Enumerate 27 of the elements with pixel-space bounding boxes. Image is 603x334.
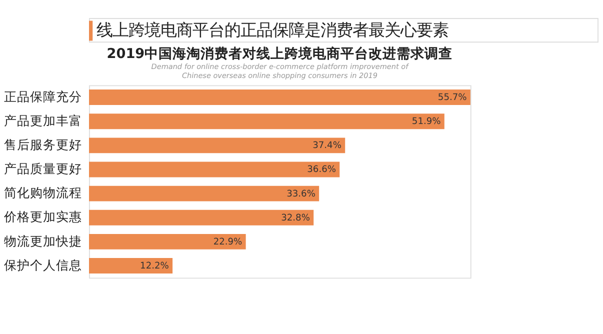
y-tick-label: 产品更加丰富 [4, 112, 82, 128]
bar [88, 258, 173, 274]
bar [88, 234, 246, 250]
data-label: 32.8% [281, 213, 310, 224]
bar [88, 210, 314, 226]
bar [88, 186, 320, 202]
data-label: 33.6% [286, 189, 316, 200]
data-label: 36.6% [307, 165, 336, 176]
y-tick-label: 保护个人信息 [4, 257, 82, 272]
bar [88, 138, 346, 154]
y-tick-label: 正品保障充分 [4, 88, 82, 104]
bar [88, 162, 340, 178]
data-label: 22.9% [213, 237, 243, 248]
chart-subtitle: 2019中国海淘消费者对线上跨境电商平台改进需求调查 [106, 45, 453, 62]
y-tick-label: 售后服务更好 [4, 137, 82, 152]
bar [88, 90, 470, 105]
data-label: 51.9% [412, 117, 442, 128]
y-tick-label: 价格更加实惠 [3, 209, 82, 224]
y-tick-label: 简化购物流程 [4, 185, 82, 200]
data-label: 55.7% [438, 93, 468, 104]
y-tick-label: 物流更加快捷 [4, 233, 82, 248]
text: Demand for online cross-border e-commerce platform improvement of Chinese overseas online shopping consumers in 2019 [151, 62, 410, 80]
bar [88, 114, 444, 130]
y-tick-label: 产品质量更好 [4, 161, 82, 176]
data-label: 12.2% [140, 261, 170, 272]
chart-title: 线上跨境电商平台的正品保障是消费者最关心要素 [96, 20, 448, 40]
data-label: 37.4% [312, 141, 342, 152]
